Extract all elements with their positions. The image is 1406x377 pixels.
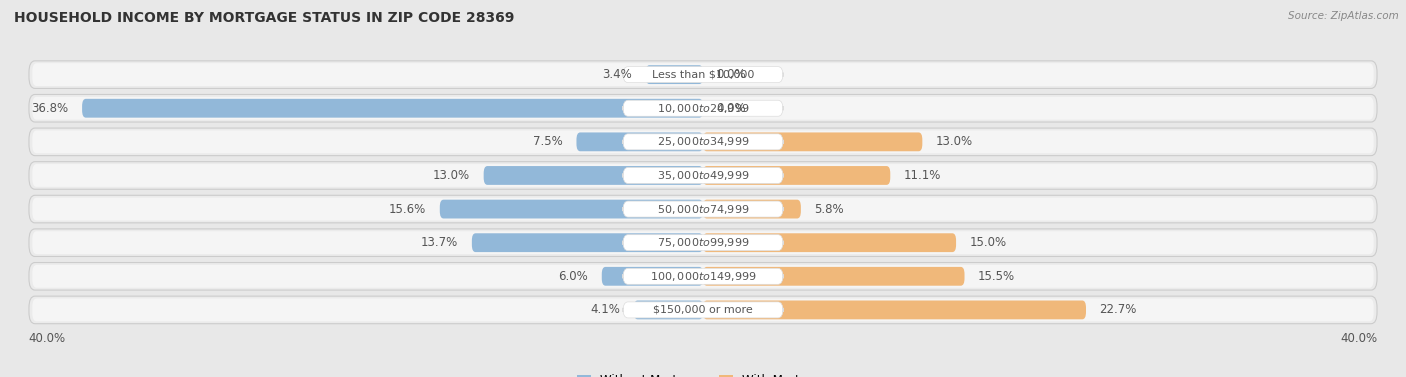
- Text: 7.5%: 7.5%: [533, 135, 562, 149]
- FancyBboxPatch shape: [703, 166, 890, 185]
- FancyBboxPatch shape: [623, 100, 783, 116]
- FancyBboxPatch shape: [30, 128, 1376, 156]
- FancyBboxPatch shape: [484, 166, 703, 185]
- Text: $25,000 to $34,999: $25,000 to $34,999: [657, 135, 749, 149]
- FancyBboxPatch shape: [703, 200, 801, 219]
- FancyBboxPatch shape: [32, 198, 1374, 221]
- FancyBboxPatch shape: [703, 300, 1085, 319]
- Text: $100,000 to $149,999: $100,000 to $149,999: [650, 270, 756, 283]
- FancyBboxPatch shape: [32, 63, 1374, 86]
- FancyBboxPatch shape: [30, 296, 1376, 324]
- Text: 13.0%: 13.0%: [433, 169, 470, 182]
- FancyBboxPatch shape: [440, 200, 703, 219]
- FancyBboxPatch shape: [634, 300, 703, 319]
- FancyBboxPatch shape: [623, 235, 783, 251]
- FancyBboxPatch shape: [32, 97, 1374, 120]
- Text: $10,000 to $24,999: $10,000 to $24,999: [657, 102, 749, 115]
- Text: 5.8%: 5.8%: [814, 202, 844, 216]
- FancyBboxPatch shape: [645, 65, 703, 84]
- FancyBboxPatch shape: [30, 95, 1376, 122]
- Text: 13.7%: 13.7%: [422, 236, 458, 249]
- FancyBboxPatch shape: [32, 130, 1374, 153]
- FancyBboxPatch shape: [30, 262, 1376, 290]
- FancyBboxPatch shape: [623, 302, 783, 318]
- FancyBboxPatch shape: [30, 229, 1376, 256]
- FancyBboxPatch shape: [703, 267, 965, 286]
- FancyBboxPatch shape: [576, 132, 703, 151]
- FancyBboxPatch shape: [32, 299, 1374, 321]
- Text: 40.0%: 40.0%: [1341, 332, 1378, 345]
- FancyBboxPatch shape: [623, 167, 783, 184]
- Text: $50,000 to $74,999: $50,000 to $74,999: [657, 202, 749, 216]
- FancyBboxPatch shape: [472, 233, 703, 252]
- Text: 15.5%: 15.5%: [979, 270, 1015, 283]
- Text: 3.4%: 3.4%: [602, 68, 633, 81]
- Legend: Without Mortgage, With Mortgage: Without Mortgage, With Mortgage: [576, 374, 830, 377]
- Text: 11.1%: 11.1%: [904, 169, 941, 182]
- Text: HOUSEHOLD INCOME BY MORTGAGE STATUS IN ZIP CODE 28369: HOUSEHOLD INCOME BY MORTGAGE STATUS IN Z…: [14, 11, 515, 25]
- Text: 0.0%: 0.0%: [717, 102, 747, 115]
- FancyBboxPatch shape: [703, 132, 922, 151]
- FancyBboxPatch shape: [30, 61, 1376, 89]
- FancyBboxPatch shape: [82, 99, 703, 118]
- Text: 22.7%: 22.7%: [1099, 303, 1137, 316]
- FancyBboxPatch shape: [30, 162, 1376, 189]
- FancyBboxPatch shape: [32, 231, 1374, 254]
- Text: 15.6%: 15.6%: [389, 202, 426, 216]
- Text: $150,000 or more: $150,000 or more: [654, 305, 752, 315]
- FancyBboxPatch shape: [623, 67, 783, 83]
- FancyBboxPatch shape: [623, 268, 783, 284]
- Text: Source: ZipAtlas.com: Source: ZipAtlas.com: [1288, 11, 1399, 21]
- FancyBboxPatch shape: [623, 201, 783, 217]
- Text: 40.0%: 40.0%: [28, 332, 65, 345]
- Text: 0.0%: 0.0%: [717, 68, 747, 81]
- Text: 15.0%: 15.0%: [970, 236, 1007, 249]
- FancyBboxPatch shape: [30, 195, 1376, 223]
- Text: $75,000 to $99,999: $75,000 to $99,999: [657, 236, 749, 249]
- FancyBboxPatch shape: [32, 265, 1374, 288]
- Text: 13.0%: 13.0%: [936, 135, 973, 149]
- Text: 4.1%: 4.1%: [591, 303, 620, 316]
- FancyBboxPatch shape: [602, 267, 703, 286]
- Text: $35,000 to $49,999: $35,000 to $49,999: [657, 169, 749, 182]
- Text: 36.8%: 36.8%: [31, 102, 69, 115]
- FancyBboxPatch shape: [703, 233, 956, 252]
- Text: 6.0%: 6.0%: [558, 270, 588, 283]
- Text: Less than $10,000: Less than $10,000: [652, 70, 754, 80]
- FancyBboxPatch shape: [32, 164, 1374, 187]
- FancyBboxPatch shape: [623, 134, 783, 150]
